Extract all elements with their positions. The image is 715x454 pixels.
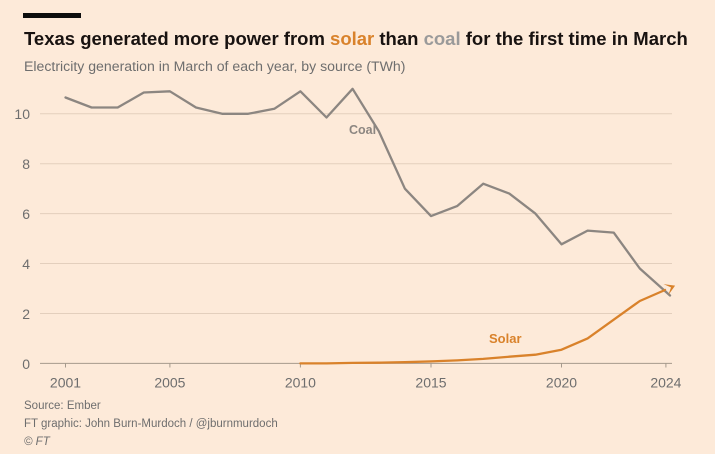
svg-text:2015: 2015 bbox=[415, 375, 446, 391]
svg-text:2024: 2024 bbox=[650, 375, 681, 391]
svg-text:Coal: Coal bbox=[349, 123, 376, 137]
svg-text:8: 8 bbox=[22, 156, 30, 172]
svg-text:2001: 2001 bbox=[50, 375, 81, 391]
svg-text:4: 4 bbox=[22, 256, 30, 272]
svg-text:Solar: Solar bbox=[489, 331, 522, 346]
svg-text:6: 6 bbox=[22, 206, 30, 222]
svg-text:2005: 2005 bbox=[154, 375, 185, 391]
svg-text:10: 10 bbox=[14, 106, 30, 122]
svg-text:2020: 2020 bbox=[546, 375, 577, 391]
svg-text:2: 2 bbox=[22, 306, 30, 322]
svg-text:2010: 2010 bbox=[285, 375, 316, 391]
svg-text:0: 0 bbox=[22, 356, 30, 372]
